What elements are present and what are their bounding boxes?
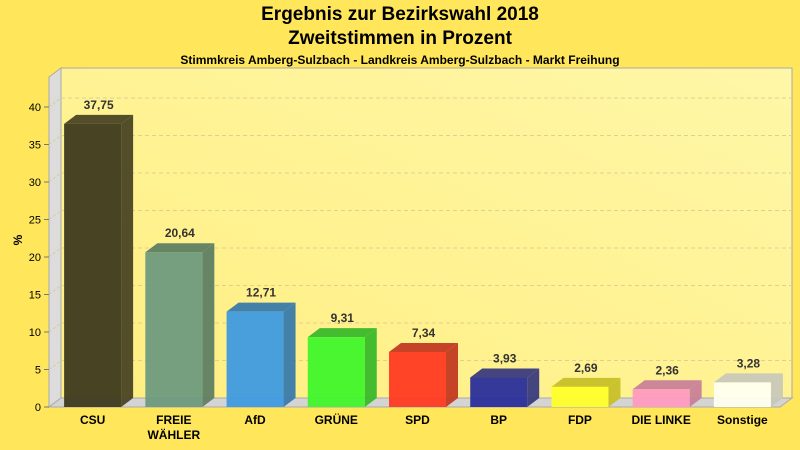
chart-region-subtitle: Stimmkreis Amberg-Sulzbach - Landkreis A… <box>180 53 620 67</box>
gridline-side <box>48 172 62 183</box>
bar-bp <box>470 368 540 407</box>
gridline-side <box>48 360 62 370</box>
chart-title: Ergebnis zur Bezirkswahl 2018 <box>261 4 539 25</box>
chart-subtitle: Zweitstimmen in Prozent <box>288 28 512 49</box>
bar-front <box>470 377 528 407</box>
bar-side <box>527 368 540 407</box>
y-tick-label: 15 <box>29 290 41 302</box>
x-category-label: Sonstige <box>717 413 768 427</box>
bar-die-linke <box>632 380 702 407</box>
y-axis-label: % <box>11 234 25 245</box>
bar-side <box>446 342 458 407</box>
x-category-label: DIE LINKE <box>631 413 690 427</box>
bar-top <box>307 328 377 338</box>
gridline-side <box>48 322 62 333</box>
y-tick-label: 20 <box>29 252 41 264</box>
y-tick-label: 40 <box>29 102 41 114</box>
y-tick-label: 25 <box>29 215 41 227</box>
x-category-label: FREIE <box>156 413 191 427</box>
bar-csu <box>64 114 134 407</box>
y-tick-label: 5 <box>35 365 41 377</box>
bar-front <box>145 252 203 407</box>
data-label: 2,36 <box>655 363 679 377</box>
gridline-side <box>48 97 62 108</box>
y-tick-label: 10 <box>29 327 41 339</box>
bar-grüne <box>307 328 377 407</box>
bar-afd <box>226 302 296 407</box>
data-label: 3,93 <box>493 352 517 366</box>
y-tick-label: 0 <box>35 402 41 414</box>
bar-top <box>470 368 540 378</box>
x-category-label: AfD <box>244 413 266 427</box>
bar-top <box>145 243 215 253</box>
plot-left-wall <box>48 67 62 408</box>
bar-top <box>389 342 458 352</box>
bar-freie-wähler <box>145 243 215 407</box>
gridline-side <box>48 285 62 295</box>
bar-top <box>64 114 134 124</box>
bar-front <box>632 389 690 407</box>
bar-front <box>389 351 446 407</box>
bar-top <box>632 380 702 390</box>
x-category-label: WÄHLER <box>147 427 200 442</box>
bar-sonstige <box>713 373 783 407</box>
data-label: 12,71 <box>246 286 276 300</box>
y-tick-label: 35 <box>29 140 41 152</box>
data-label: 2,69 <box>574 361 598 375</box>
bar-fdp <box>551 377 621 407</box>
bar-front <box>713 382 771 407</box>
bar-side <box>770 373 783 407</box>
x-category-label: GRÜNE <box>315 412 358 427</box>
x-category-label: BP <box>490 413 507 427</box>
bar-side <box>202 243 215 407</box>
bar-side <box>121 114 134 407</box>
bar-top <box>551 377 621 387</box>
gridline-side <box>48 247 62 258</box>
data-label: 3,28 <box>737 356 761 370</box>
gridline-side <box>48 135 62 145</box>
data-label: 37,75 <box>84 98 114 112</box>
x-category-label: SPD <box>405 413 430 427</box>
bar-spd <box>389 342 458 407</box>
bar-front <box>64 123 122 407</box>
bar-front <box>307 337 365 407</box>
x-category-label: FDP <box>568 413 592 427</box>
y-tick-label: 30 <box>29 177 41 189</box>
bar-top <box>226 302 296 312</box>
data-label: 9,31 <box>331 311 355 325</box>
bar-front <box>226 311 284 407</box>
bar-top <box>713 373 783 383</box>
gridline-side <box>48 210 62 220</box>
bar-side <box>283 302 296 407</box>
data-label: 7,34 <box>412 326 436 340</box>
bar-front <box>551 386 609 407</box>
data-label: 20,64 <box>165 226 195 240</box>
bar-side <box>364 328 377 407</box>
bar-side <box>608 377 621 407</box>
x-category-label: CSU <box>80 413 105 427</box>
bar-side <box>689 380 702 407</box>
